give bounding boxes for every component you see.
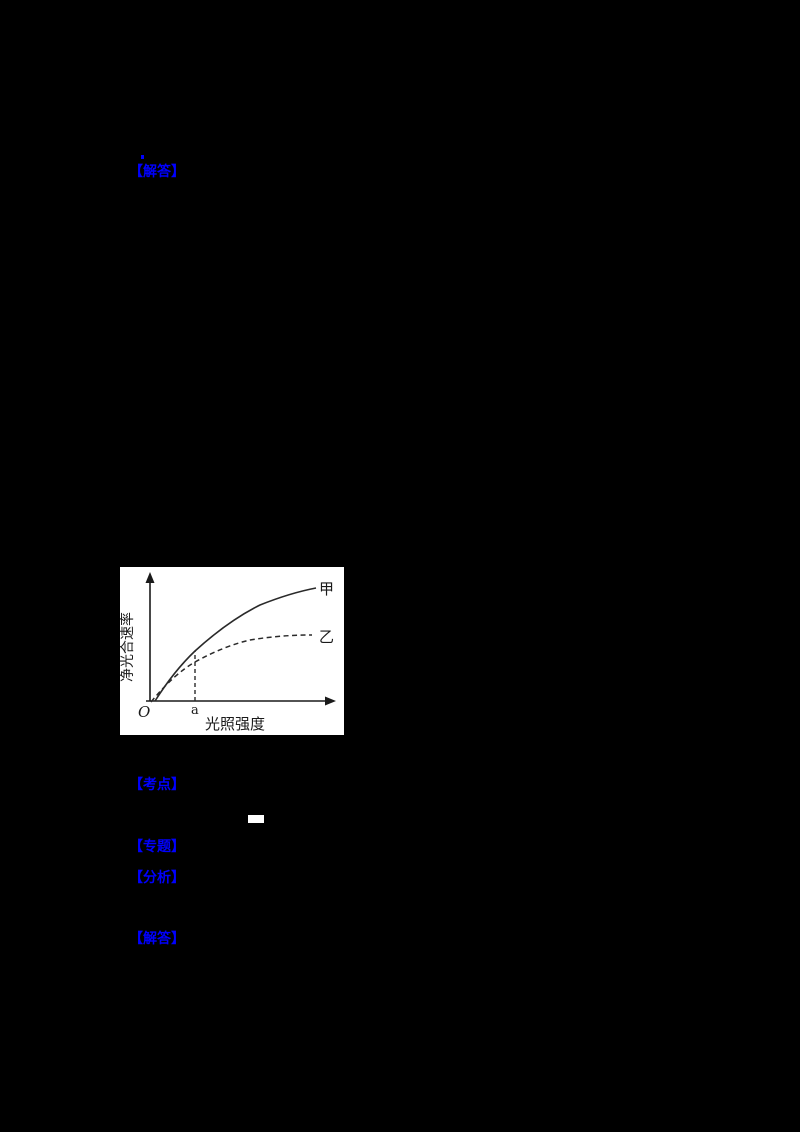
section-label-analysis: 【分析】 bbox=[129, 870, 185, 886]
curve-label-yi: 乙 bbox=[319, 628, 334, 646]
curve-yi-dashed bbox=[150, 634, 313, 703]
section-label-topic: 【专题】 bbox=[129, 839, 185, 855]
y-axis-arrowhead-icon bbox=[145, 572, 155, 583]
x-axis-arrowhead-icon bbox=[325, 696, 336, 706]
x-marker-a: a bbox=[191, 703, 199, 718]
chart-svg: 甲 乙 O a 光照强度 净光合速率 bbox=[120, 572, 336, 733]
x-axis-title: 光照强度 bbox=[205, 715, 265, 733]
section-label-prev-solution: 【解答】 bbox=[129, 164, 185, 180]
curve-jia-solid bbox=[154, 587, 317, 702]
blue-speck-artifact bbox=[141, 155, 144, 159]
section-label-solution: 【解答】 bbox=[129, 931, 185, 947]
blank-underline-highlight bbox=[248, 815, 264, 823]
origin-label: O bbox=[138, 703, 150, 721]
section-label-key-point: 【考点】 bbox=[129, 777, 185, 793]
photosynthesis-light-intensity-chart: 甲 乙 O a 光照强度 净光合速率 bbox=[120, 567, 344, 735]
curve-label-jia: 甲 bbox=[319, 580, 334, 598]
y-axis-title: 净光合速率 bbox=[120, 612, 136, 682]
